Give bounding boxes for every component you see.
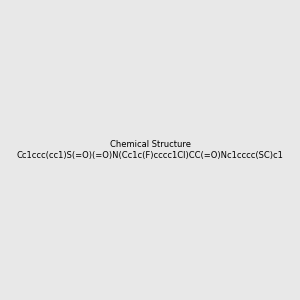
Text: Chemical Structure
Cc1ccc(cc1)S(=O)(=O)N(Cc1c(F)cccc1Cl)CC(=O)Nc1cccc(SC)c1: Chemical Structure Cc1ccc(cc1)S(=O)(=O)N… <box>16 140 283 160</box>
